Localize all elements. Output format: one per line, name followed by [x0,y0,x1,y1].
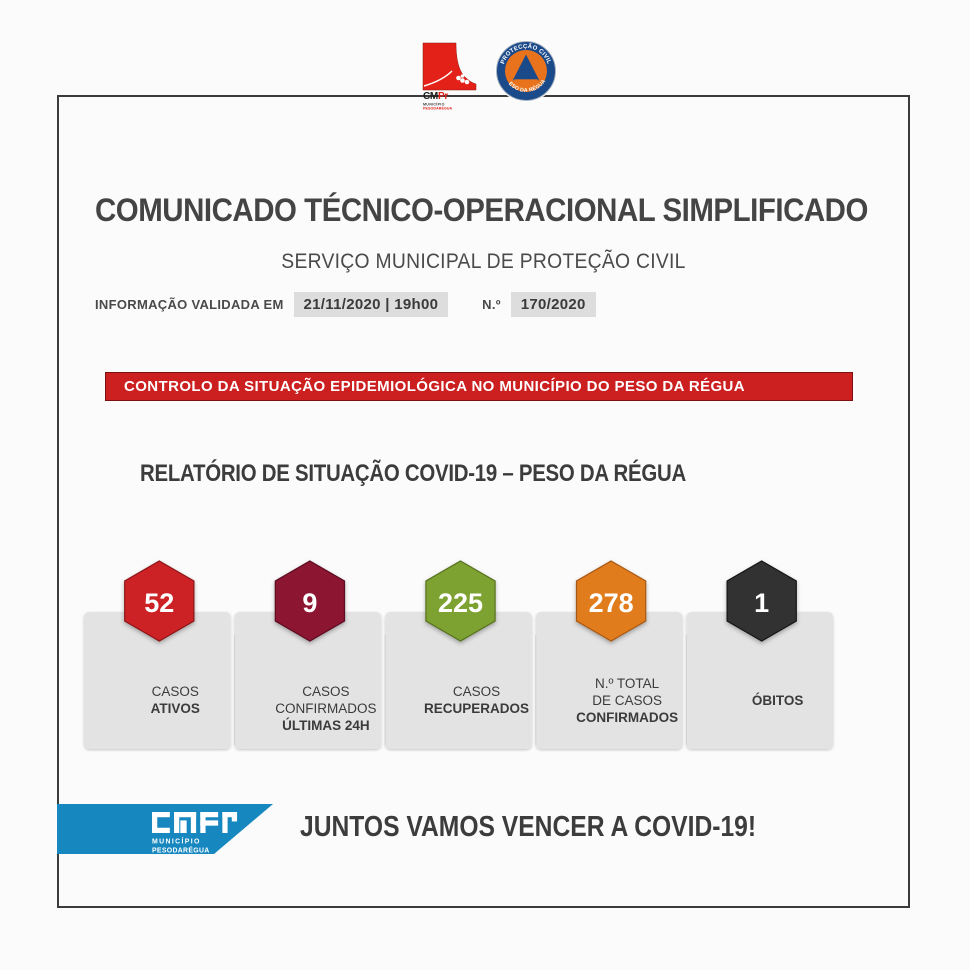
svg-text:MUNICÍPIO: MUNICÍPIO [152,837,201,846]
svg-text:CMPr: CMPr [423,91,448,102]
svg-text:9: 9 [302,588,317,618]
svg-text:PESODARÉGUA: PESODARÉGUA [423,106,453,111]
svg-text:225: 225 [438,588,483,618]
svg-text:PESODARÉGUA: PESODARÉGUA [152,845,210,854]
svg-text:1: 1 [754,588,769,618]
svg-text:278: 278 [589,588,634,618]
svg-text:52: 52 [144,588,174,618]
